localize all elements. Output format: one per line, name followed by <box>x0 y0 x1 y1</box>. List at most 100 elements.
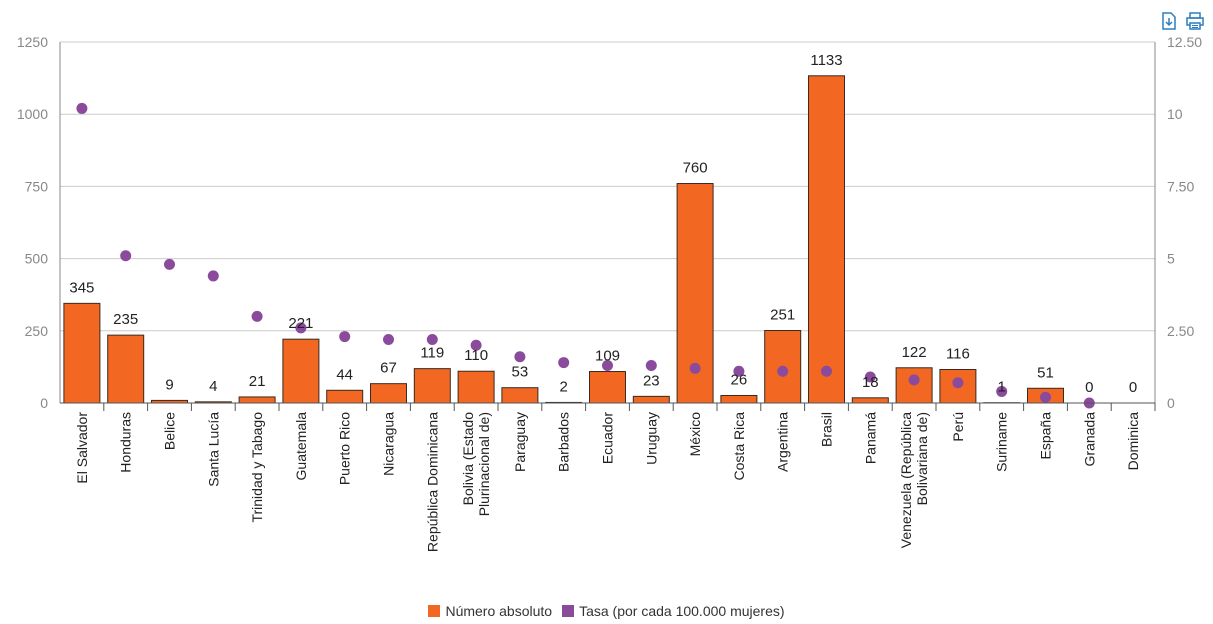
rate-point <box>514 351 525 362</box>
x-tick-label-line: Puerto Rico <box>337 412 353 485</box>
x-tick-label-line: Argentina <box>775 412 791 472</box>
bar-value-label: 119 <box>420 345 444 362</box>
bar-value-label: 2 <box>560 378 568 395</box>
bar-value-label: 1133 <box>810 52 842 69</box>
x-tick-label: Bolivia (Estado Plurinacional de) <box>460 412 492 516</box>
bar-value-label: 67 <box>380 360 397 377</box>
rate-point <box>164 259 175 270</box>
x-tick-label-line: España <box>1038 412 1054 460</box>
bar <box>633 396 669 403</box>
bar-value-label: 53 <box>512 364 529 381</box>
x-tick-label-line: Plurinacional de) <box>476 412 492 516</box>
x-tick-label-line: Costa Rica <box>731 412 747 481</box>
y-right-tick-label: 5 <box>1167 251 1175 267</box>
legend-item-bars[interactable]: Número absoluto <box>428 603 552 619</box>
x-tick-label-line: Suriname <box>994 412 1010 472</box>
bar-value-label: 235 <box>113 311 138 328</box>
x-tick-label: Uruguay <box>643 412 659 465</box>
x-tick-label-line: México <box>687 412 703 457</box>
bar-value-label: 23 <box>643 372 660 389</box>
x-tick-label-line: Ecuador <box>600 412 616 464</box>
x-tick-label: República Dominicana <box>424 412 440 552</box>
rate-point <box>1040 392 1051 403</box>
bar <box>371 384 407 403</box>
rate-point <box>909 374 920 385</box>
bar-value-label: 44 <box>336 366 353 383</box>
x-tick-label: México <box>687 412 703 457</box>
x-tick-label-line: Santa Lucía <box>205 412 221 487</box>
x-tick-label: Dominica <box>1125 412 1141 471</box>
legend-item-dots[interactable]: Tasa (por cada 100.000 mujeres) <box>562 603 784 619</box>
legend-label-bars: Número absoluto <box>445 603 552 619</box>
y-left-tick-label: 500 <box>25 251 49 267</box>
legend-swatch-bars <box>428 605 440 617</box>
x-tick-label: Santa Lucía <box>205 412 221 487</box>
x-tick-label: Granada <box>1081 412 1097 467</box>
bar <box>108 335 144 403</box>
legend: Número absoluto Tasa (por cada 100.000 m… <box>0 603 1213 619</box>
y-left-tick-label: 1250 <box>17 34 48 50</box>
x-tick-label-line: Paraguay <box>512 412 528 472</box>
bar <box>809 76 845 403</box>
bar <box>721 395 757 403</box>
bar <box>283 339 319 403</box>
bar <box>64 303 100 403</box>
x-tick-label-line: Guatemala <box>293 412 309 481</box>
rate-point <box>208 270 219 281</box>
x-tick-label: Suriname <box>994 412 1010 472</box>
bar-value-label: 760 <box>683 160 708 177</box>
x-tick-label-line: Belice <box>162 412 178 450</box>
x-tick-label: Venezuela (República Bolivariana de) <box>898 412 930 548</box>
rate-point <box>76 103 87 114</box>
bar-value-label: 116 <box>946 345 970 362</box>
bar-value-label: 251 <box>770 307 795 324</box>
y-right-tick-label: 7.50 <box>1167 178 1194 194</box>
rate-point <box>646 360 657 371</box>
bar <box>852 398 888 403</box>
x-tick-label-line: Panamá <box>862 412 878 464</box>
bar-value-label: 51 <box>1037 364 1054 381</box>
x-tick-label-line: Uruguay <box>643 412 659 465</box>
x-tick-label: Argentina <box>775 412 791 472</box>
bar-value-label: 18 <box>862 374 879 391</box>
x-tick-label-line: Bolivia (Estado <box>460 412 476 506</box>
y-right-tick-label: 2.50 <box>1167 323 1194 339</box>
bar <box>590 372 626 403</box>
y-right-tick-label: 10 <box>1167 106 1183 122</box>
rate-point <box>383 334 394 345</box>
bar-value-label: 345 <box>69 279 94 296</box>
x-tick-label: Costa Rica <box>731 412 747 481</box>
x-tick-label-line: Bolivariana de) <box>914 412 930 505</box>
x-tick-label: Nicaragua <box>381 412 397 476</box>
y-right-tick-label: 0 <box>1167 395 1175 411</box>
y-left-tick-label: 750 <box>25 178 49 194</box>
bar-value-label: 9 <box>165 376 173 393</box>
chart: 0 250 500 750 1000 1250 0 2.50 5 7.50 10 12.50 El Sa… <box>0 0 1213 600</box>
x-tick-label-line: Granada <box>1081 412 1097 467</box>
bar-value-label: 221 <box>288 315 313 332</box>
bar-value-label: 0 <box>1085 379 1093 396</box>
rate-point <box>427 334 438 345</box>
bar-value-label: 122 <box>902 344 927 361</box>
y-left-tick-label: 250 <box>25 323 49 339</box>
x-tick-label: Guatemala <box>293 412 309 481</box>
bar-value-label: 4 <box>209 378 217 395</box>
x-tick-label: Honduras <box>118 412 134 473</box>
y-left-tick-label: 1000 <box>17 106 48 122</box>
x-tick-label: Paraguay <box>512 412 528 472</box>
bar-value-label: 21 <box>249 373 266 390</box>
x-tick-label-line: Honduras <box>118 412 134 473</box>
x-tick-label: Belice <box>162 412 178 450</box>
rate-point <box>339 331 350 342</box>
y-right-tick-label: 12.50 <box>1167 34 1202 50</box>
x-tick-label-line: Venezuela (República <box>898 412 914 548</box>
x-tick-label-line: Perú <box>950 412 966 442</box>
x-tick-label-line: El Salvador <box>74 412 90 484</box>
x-tick-label: Puerto Rico <box>337 412 353 485</box>
x-tick-label: España <box>1038 412 1054 460</box>
x-tick-label-line: Brasil <box>819 412 835 447</box>
legend-label-dots: Tasa (por cada 100.000 mujeres) <box>579 603 784 619</box>
bar-value-label: 109 <box>595 348 620 365</box>
bar <box>502 388 538 403</box>
rate-point <box>821 366 832 377</box>
